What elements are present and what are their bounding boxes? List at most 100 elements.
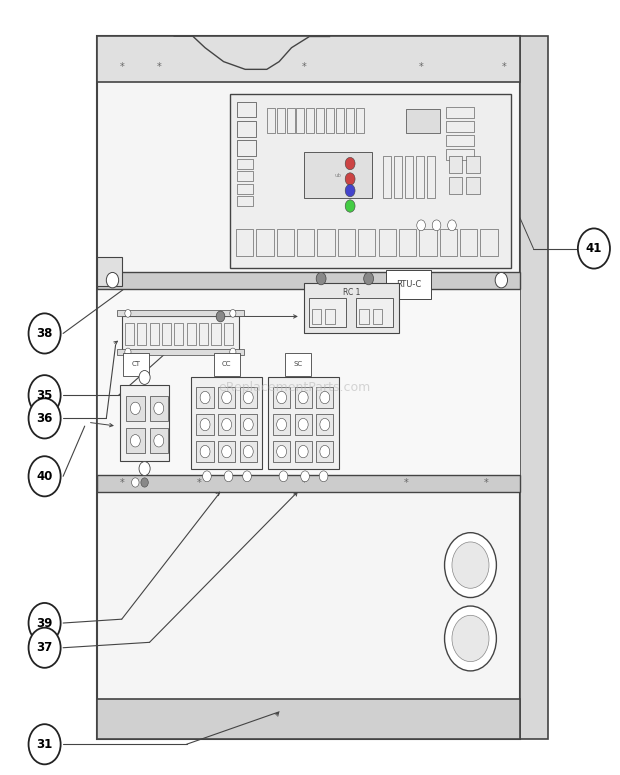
Circle shape	[298, 446, 308, 458]
Circle shape	[578, 229, 610, 269]
Bar	[326, 108, 334, 133]
Bar	[267, 108, 275, 133]
Circle shape	[222, 418, 232, 431]
Bar	[277, 108, 285, 133]
Bar	[446, 149, 474, 160]
Circle shape	[364, 273, 374, 284]
Bar	[97, 36, 520, 739]
Text: CT: CT	[131, 361, 141, 367]
Bar	[316, 387, 334, 408]
Circle shape	[106, 273, 118, 288]
Circle shape	[230, 309, 236, 317]
Bar	[416, 156, 424, 198]
Circle shape	[222, 391, 232, 404]
Bar	[174, 323, 184, 345]
Circle shape	[417, 220, 425, 231]
Circle shape	[320, 446, 330, 458]
Bar	[199, 323, 208, 345]
Text: *: *	[502, 62, 507, 72]
Text: RC 1: RC 1	[343, 288, 360, 297]
Circle shape	[200, 446, 210, 458]
Bar	[304, 152, 372, 198]
Circle shape	[452, 615, 489, 662]
Bar	[218, 387, 236, 408]
Text: *: *	[403, 478, 408, 488]
Circle shape	[29, 628, 61, 668]
Circle shape	[320, 391, 330, 404]
Bar	[466, 177, 480, 195]
Bar	[356, 108, 364, 133]
Circle shape	[445, 532, 497, 598]
Bar	[218, 441, 236, 463]
Bar	[273, 387, 290, 408]
Bar	[237, 171, 252, 181]
Bar	[373, 308, 382, 324]
Bar	[273, 441, 290, 463]
Text: *: *	[418, 62, 423, 72]
Circle shape	[125, 309, 131, 317]
Bar	[237, 102, 255, 117]
Bar	[224, 323, 233, 345]
Circle shape	[141, 478, 148, 487]
Text: 31: 31	[37, 738, 53, 751]
Circle shape	[29, 398, 61, 439]
Bar	[197, 414, 214, 436]
Circle shape	[216, 311, 225, 322]
Bar	[427, 156, 435, 198]
Circle shape	[29, 724, 61, 764]
Bar	[346, 108, 354, 133]
Bar	[197, 387, 214, 408]
Text: 36: 36	[37, 412, 53, 425]
Bar	[149, 396, 168, 421]
Bar	[218, 414, 236, 436]
Text: *: *	[197, 478, 202, 488]
Bar	[360, 308, 369, 324]
Bar	[122, 315, 239, 350]
Bar	[197, 441, 214, 463]
Bar	[126, 429, 144, 453]
Bar	[286, 108, 294, 133]
Bar	[309, 298, 346, 327]
Text: *: *	[301, 478, 306, 488]
Bar	[297, 229, 314, 257]
Circle shape	[495, 273, 508, 288]
Bar	[240, 441, 257, 463]
Circle shape	[139, 370, 150, 384]
Bar	[187, 323, 196, 345]
Text: *: *	[156, 62, 161, 72]
Bar	[125, 323, 134, 345]
Circle shape	[29, 456, 61, 496]
Bar	[149, 429, 168, 453]
Text: 37: 37	[37, 641, 53, 654]
Bar	[137, 323, 146, 345]
Bar	[97, 36, 520, 82]
Bar	[306, 108, 314, 133]
Bar	[358, 229, 376, 257]
Circle shape	[448, 220, 456, 231]
Bar	[294, 414, 312, 436]
Circle shape	[320, 418, 330, 431]
Circle shape	[345, 200, 355, 212]
Circle shape	[316, 273, 326, 284]
Bar	[326, 308, 335, 324]
Circle shape	[139, 462, 150, 476]
Text: SC: SC	[293, 361, 302, 367]
Circle shape	[277, 418, 286, 431]
Circle shape	[131, 478, 139, 487]
Circle shape	[243, 391, 253, 404]
Bar	[97, 288, 520, 488]
Text: 41: 41	[586, 242, 602, 255]
Bar	[446, 107, 474, 118]
Bar	[449, 177, 463, 195]
Bar	[230, 94, 511, 268]
Bar	[237, 140, 255, 156]
Text: 35: 35	[37, 389, 53, 401]
Bar	[338, 229, 355, 257]
Text: CC: CC	[222, 361, 231, 367]
Bar	[316, 414, 334, 436]
Text: *: *	[484, 478, 489, 488]
Bar	[405, 156, 413, 198]
Circle shape	[29, 375, 61, 415]
Bar	[480, 229, 498, 257]
Bar	[446, 121, 474, 132]
